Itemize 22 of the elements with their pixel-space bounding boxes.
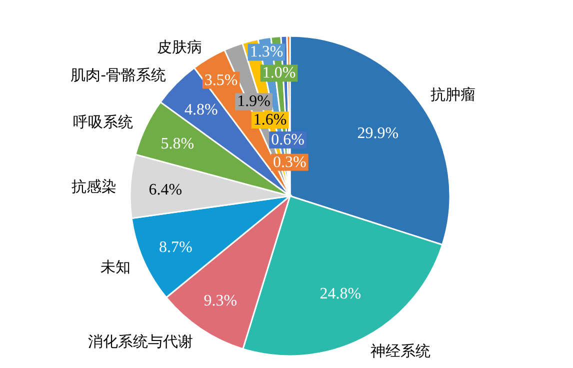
data-label: 5.8% xyxy=(160,135,194,152)
slice-label: 抗肿瘤 xyxy=(430,85,476,104)
data-label: 0.6% xyxy=(271,131,304,148)
data-label: 8.7% xyxy=(159,239,192,256)
slice-label: 消化系统与代谢 xyxy=(88,332,194,350)
data-label: 1.9% xyxy=(237,93,270,110)
data-label: 3.5% xyxy=(204,72,238,89)
slice-label: 呼吸系统 xyxy=(72,113,133,132)
slice-label: 肌肉-骨骼系统 xyxy=(70,66,166,84)
data-label: 6.4% xyxy=(148,181,182,198)
slice-label: 神经系统 xyxy=(370,342,431,360)
data-label: 1.0% xyxy=(262,64,296,82)
slice-label: 抗感染 xyxy=(71,177,116,196)
data-label: 1.3% xyxy=(250,44,284,61)
data-label: 29.9% xyxy=(357,124,399,142)
data-label: 0.3% xyxy=(273,154,306,171)
data-label: 4.8% xyxy=(184,101,218,118)
slice-label: 未知 xyxy=(100,258,131,276)
data-label: 1.6% xyxy=(253,112,287,129)
data-label: 9.3% xyxy=(204,292,238,310)
slice-label: 皮肤病 xyxy=(156,38,202,56)
data-label: 24.8% xyxy=(320,285,362,302)
